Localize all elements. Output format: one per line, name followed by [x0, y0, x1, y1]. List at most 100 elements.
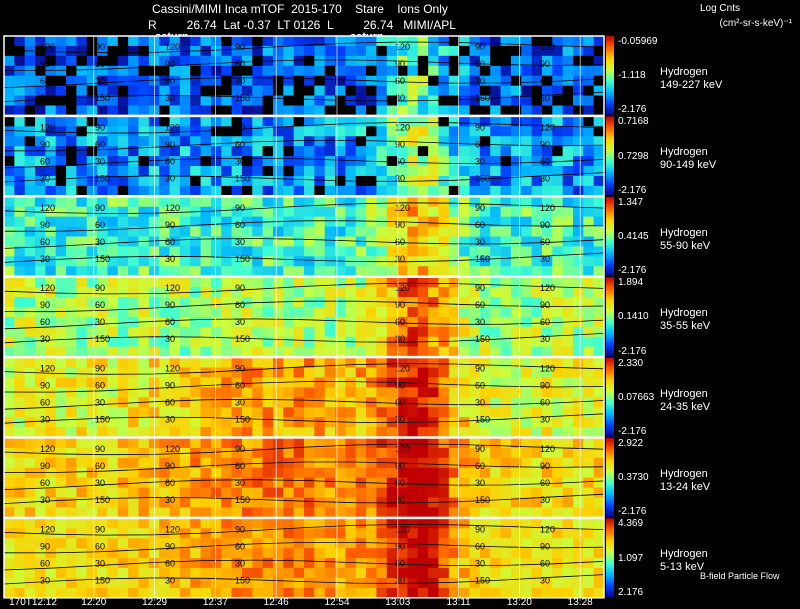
heatmap-cell — [241, 136, 253, 147]
heatmap-cell — [221, 166, 232, 177]
heatmap-cell — [510, 306, 522, 318]
panel-species-label: Hydrogen 149-227 keV — [660, 66, 722, 92]
heatmap-cell — [500, 438, 512, 449]
heatmap-cell — [4, 65, 15, 77]
heatmap-cell — [583, 196, 595, 208]
heatmap-cell — [66, 297, 77, 308]
heatmap-cell — [76, 156, 88, 167]
heatmap-cell — [479, 156, 491, 167]
heatmap-cell — [76, 116, 88, 127]
heatmap-cell — [572, 136, 584, 147]
heatmap-cell — [66, 95, 77, 106]
heatmap-cell — [55, 467, 67, 479]
panel-species-label: Hydrogen 24-35 keV — [660, 388, 710, 414]
heatmap-cell — [521, 438, 532, 449]
heatmap-cell — [86, 116, 98, 127]
contour-label: 60 — [40, 558, 50, 568]
heatmap-cell — [469, 236, 481, 247]
pitch-angle-contour — [3, 333, 605, 344]
heatmap-cell — [169, 447, 181, 459]
contour-label: 120 — [540, 122, 555, 132]
heatmap-cell — [55, 126, 67, 137]
heatmap-cell — [572, 377, 584, 388]
heatmap-cell — [469, 497, 481, 508]
heatmap-cell — [86, 518, 98, 529]
heatmap-cell — [138, 587, 150, 599]
heatmap-cell — [190, 136, 201, 147]
heatmap-cell — [159, 528, 170, 539]
heatmap-cell — [179, 75, 191, 87]
heatmap-cell — [24, 487, 36, 498]
heatmap-cell — [448, 266, 460, 277]
contour-label: 30 — [475, 478, 485, 488]
heatmap-cell — [572, 146, 584, 157]
heatmap-cell — [448, 538, 460, 549]
heatmap-cell — [138, 246, 150, 257]
heatmap-cell — [304, 297, 315, 308]
heatmap-cell — [210, 236, 222, 247]
pitch-angle-contour — [3, 413, 605, 424]
heatmap-cell — [562, 116, 574, 127]
heatmap-cell — [479, 447, 491, 459]
heatmap-cell — [531, 528, 543, 539]
contour-label: 30 — [540, 415, 550, 425]
heatmap-cell — [24, 95, 36, 106]
heatmap-cell — [97, 447, 108, 459]
heatmap-cell — [562, 447, 574, 459]
heatmap-cell — [345, 287, 357, 298]
heatmap-cell — [407, 55, 419, 67]
heatmap-cell — [417, 457, 429, 469]
heatmap-cell — [107, 126, 119, 137]
heatmap-cell — [221, 126, 232, 137]
heatmap-cell — [572, 287, 584, 298]
heatmap-cell — [355, 185, 367, 197]
heatmap-cell — [241, 75, 253, 87]
heatmap-cell — [241, 558, 253, 569]
heatmap-cell — [138, 438, 150, 449]
heatmap-cell — [428, 568, 439, 579]
heatmap-cell — [97, 457, 108, 469]
heatmap-cell — [55, 287, 67, 298]
heatmap-cell — [97, 427, 108, 438]
heatmap-cell — [438, 528, 450, 539]
heatmap-cell — [469, 438, 481, 449]
heatmap-cell — [55, 377, 67, 388]
heatmap-cell — [500, 397, 512, 408]
heatmap-cell — [179, 256, 191, 267]
contour-label: 90 — [540, 541, 550, 551]
heatmap-cell — [76, 467, 88, 479]
heatmap-cell — [304, 95, 315, 106]
heatmap-cell — [572, 277, 584, 288]
heatmap-cell — [417, 377, 429, 388]
heatmap-cell — [169, 528, 181, 539]
heatmap-cell — [45, 206, 57, 218]
heatmap-cell — [417, 226, 429, 237]
heatmap-cell — [35, 507, 46, 518]
heatmap-cell — [86, 538, 98, 549]
heatmap-cell — [117, 36, 129, 47]
heatmap-cell — [97, 326, 108, 338]
contour-label: 150 — [475, 495, 490, 505]
heatmap-cell — [97, 175, 108, 187]
heatmap-cell — [345, 146, 357, 157]
heatmap-cell — [448, 287, 460, 298]
heatmap-cell — [241, 357, 253, 368]
heatmap-cell — [107, 316, 119, 328]
heatmap-cell — [324, 36, 336, 47]
contour-label: 30 — [540, 173, 550, 183]
heatmap-cell — [241, 126, 253, 137]
heatmap-cell — [572, 447, 584, 459]
heatmap-cell — [593, 438, 605, 449]
heatmap-cell — [128, 357, 139, 368]
colorbar-min-value: 2.176 — [618, 586, 644, 598]
heatmap-cell — [428, 306, 439, 318]
heatmap-cell — [138, 387, 150, 398]
heatmap-cell — [510, 507, 522, 518]
heatmap-cell — [14, 457, 26, 469]
heatmap-cell — [169, 175, 181, 187]
heatmap-cell — [428, 518, 439, 529]
heatmap-cell — [335, 497, 346, 508]
heatmap-cell — [386, 387, 398, 398]
heatmap-cell — [4, 357, 15, 368]
heatmap-cell — [500, 558, 512, 569]
